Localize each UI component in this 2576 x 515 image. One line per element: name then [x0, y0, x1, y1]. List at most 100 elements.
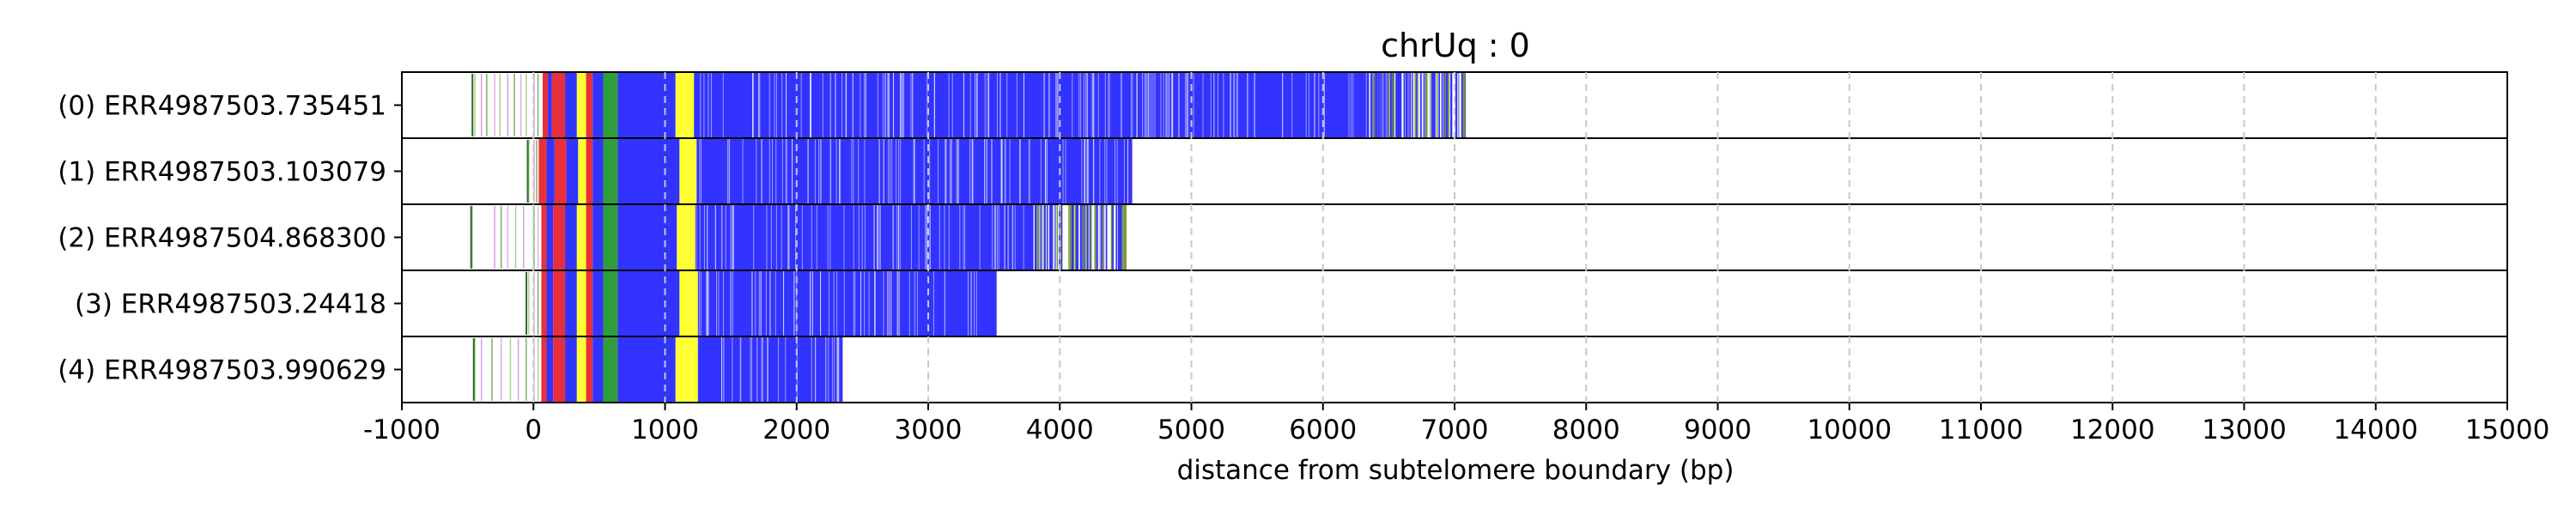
repeat-segment: [677, 205, 696, 270]
read-label: (0) ERR4987503.735451: [58, 91, 386, 122]
repeat-segment: [565, 271, 577, 336]
tail-segment: [1430, 73, 1432, 137]
variant-streak: [794, 205, 796, 270]
variant-streak: [759, 73, 761, 137]
variant-streak: [825, 337, 827, 402]
variant-streak: [722, 73, 724, 137]
variant-streak: [1154, 73, 1156, 137]
tail-segment: [1383, 73, 1385, 137]
variant-streak: [800, 73, 802, 137]
chart-title: chrUq : 0: [1381, 27, 1530, 64]
variant-streak: [864, 271, 866, 336]
variant-streak: [1104, 139, 1106, 203]
pre-boundary-mark: [537, 74, 539, 136]
tail-segment: [1449, 73, 1452, 137]
variant-streak: [963, 73, 964, 137]
variant-streak: [858, 205, 860, 270]
repeat-segment: [565, 337, 577, 402]
variant-streak: [861, 205, 863, 270]
variant-streak: [888, 139, 890, 203]
variant-streak: [912, 73, 914, 137]
variant-streak: [1230, 73, 1231, 137]
tail-segment: [1461, 73, 1463, 137]
repeat-segment: [541, 271, 547, 336]
tail-segment: [1101, 205, 1103, 270]
tail-segment: [1098, 205, 1101, 270]
tail-segment: [1444, 73, 1447, 137]
variant-streak: [1291, 73, 1293, 137]
variant-streak: [1046, 139, 1048, 203]
variant-streak: [1314, 73, 1315, 137]
variant-streak: [874, 271, 876, 336]
variant-streak: [873, 205, 875, 270]
variant-streak: [957, 139, 959, 203]
read-row: [472, 337, 843, 402]
pre-boundary-mark: [480, 338, 483, 401]
variant-streak: [1078, 73, 1080, 137]
repeat-segment: [576, 73, 586, 137]
x-tick-label: 15000: [2465, 415, 2550, 445]
variant-streak: [1223, 73, 1224, 137]
variant-streak: [878, 139, 880, 203]
pre-boundary-mark: [528, 140, 530, 203]
tail-segment: [1087, 205, 1090, 270]
variant-streak: [1012, 205, 1013, 270]
tail-segment: [1425, 73, 1428, 137]
variant-streak: [721, 337, 723, 402]
variant-streak: [896, 205, 898, 270]
variant-streak: [969, 139, 971, 203]
variant-streak: [698, 271, 700, 336]
pre-boundary-mark: [471, 206, 473, 269]
variant-streak: [796, 337, 798, 402]
read-end-mark: [1463, 73, 1466, 137]
variant-streak: [765, 271, 767, 336]
x-tick-label: 6000: [1289, 415, 1357, 445]
x-tick-label: 1000: [631, 415, 699, 445]
repeat-segment: [553, 337, 566, 402]
pre-boundary-mark: [494, 206, 495, 269]
repeat-segment: [553, 205, 566, 270]
variant-streak: [971, 139, 973, 203]
variant-streak: [840, 139, 841, 203]
variant-streak: [841, 73, 843, 137]
variant-streak: [1088, 139, 1090, 203]
variant-streak: [793, 271, 795, 336]
variant-streak: [1166, 73, 1168, 137]
variant-streak: [991, 205, 993, 270]
tail-segment: [1414, 73, 1416, 137]
tail-segment: [1072, 205, 1074, 270]
variant-streak: [902, 73, 904, 137]
tail-segment: [1390, 73, 1392, 137]
variant-streak: [988, 73, 989, 137]
variant-streak: [888, 271, 890, 336]
variant-streak: [938, 139, 939, 203]
repeat-segment: [592, 139, 604, 203]
variant-streak: [886, 271, 888, 336]
tail-segment: [1056, 205, 1059, 270]
variant-streak: [970, 271, 972, 336]
tail-segment: [1399, 73, 1401, 137]
repeat-segment: [617, 271, 680, 336]
variant-streak: [914, 271, 915, 336]
tail-segment: [1446, 73, 1449, 137]
variant-streak: [918, 205, 920, 270]
x-tick-label: 8000: [1552, 415, 1620, 445]
tail-segment: [1119, 205, 1121, 270]
variant-streak: [933, 271, 934, 336]
tail-segment: [1371, 73, 1373, 137]
tail-segment: [1104, 205, 1107, 270]
repeat-segment: [542, 73, 549, 137]
variant-streak: [883, 271, 884, 336]
tail-segment: [1382, 73, 1384, 137]
tail-segment: [1429, 73, 1431, 137]
repeat-segment: [586, 205, 593, 270]
variant-streak: [810, 271, 811, 336]
variant-streak: [696, 205, 697, 270]
x-tick-label: 4000: [1026, 415, 1094, 445]
repeat-segment: [695, 205, 1034, 270]
variant-streak: [1210, 73, 1212, 137]
variant-streak: [1055, 73, 1057, 137]
repeat-segment: [586, 73, 593, 137]
pre-boundary-mark: [537, 272, 539, 335]
variant-streak: [769, 73, 770, 137]
